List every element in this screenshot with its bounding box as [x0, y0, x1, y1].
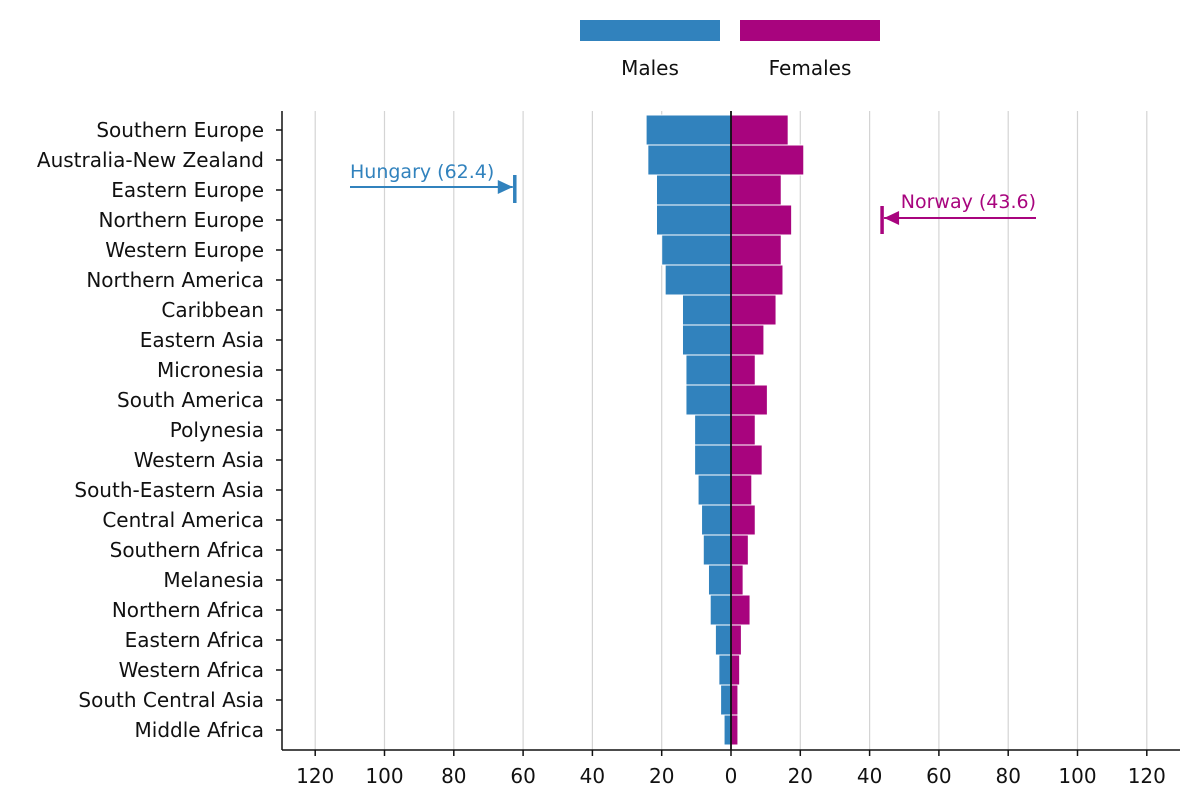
male-bar — [656, 204, 732, 236]
female-bar — [730, 594, 751, 626]
female-bar — [730, 174, 782, 206]
female-bar — [730, 384, 768, 416]
female-bar — [730, 264, 784, 296]
category-label: Eastern Asia — [140, 328, 264, 352]
male-bar — [714, 624, 732, 656]
category-label: Southern Africa — [110, 538, 264, 562]
annotation-arrow-head — [884, 211, 900, 225]
x-tick-label: 40 — [580, 764, 605, 788]
male-bar — [664, 264, 732, 296]
category-label: Caribbean — [161, 298, 264, 322]
legend-label: Females — [769, 56, 852, 80]
category-label: Eastern Africa — [125, 628, 264, 652]
female-bar — [730, 444, 763, 476]
annotation-label: Norway (43.6) — [901, 191, 1036, 213]
x-tick-label: 120 — [1128, 764, 1166, 788]
x-tick-label: 80 — [441, 764, 466, 788]
category-label: Middle Africa — [135, 718, 264, 742]
legend-label: Males — [621, 56, 679, 80]
legend: Males Females — [580, 20, 880, 80]
male-bar — [681, 294, 732, 326]
x-tick-label: 60 — [510, 764, 535, 788]
male-bar — [697, 474, 732, 506]
female-bar — [730, 564, 744, 596]
female-bar — [730, 684, 739, 716]
female-bar — [730, 624, 742, 656]
x-tick-label: 100 — [365, 764, 403, 788]
category-label: Western Africa — [119, 658, 264, 682]
category-label: Western Europe — [105, 238, 264, 262]
female-bar — [730, 534, 749, 566]
bars — [645, 114, 805, 746]
category-label: Melanesia — [163, 568, 264, 592]
x-tick-label: 80 — [995, 764, 1020, 788]
male-bar — [645, 114, 732, 146]
category-label: Western Asia — [134, 448, 264, 472]
male-bar — [681, 324, 732, 356]
x-tick-label: 0 — [725, 764, 738, 788]
female-bar — [730, 294, 777, 326]
x-tick-label: 20 — [649, 764, 674, 788]
female-bar — [730, 714, 739, 746]
female-bar — [730, 504, 756, 536]
female-bar — [730, 414, 756, 446]
male-bar — [685, 354, 732, 386]
male-bar — [701, 504, 732, 536]
category-label: Micronesia — [157, 358, 264, 382]
category-label: Central America — [102, 508, 264, 532]
female-bar — [730, 204, 793, 236]
male-bar — [694, 414, 732, 446]
category-label: Northern Europe — [99, 208, 264, 232]
male-bar — [694, 444, 732, 476]
legend-swatch — [740, 20, 880, 41]
x-tick-labels: 120 100 80 60 40 20 0 20 40 60 80 100 120 — [296, 764, 1166, 788]
category-label: Northern Africa — [112, 598, 264, 622]
male-bar — [707, 564, 732, 596]
category-label: Polynesia — [170, 418, 264, 442]
category-label: South-Eastern Asia — [74, 478, 264, 502]
axes — [276, 111, 1180, 756]
male-bar — [702, 534, 732, 566]
annotation-label: Hungary (62.4) — [350, 161, 494, 183]
x-tick-label: 100 — [1058, 764, 1096, 788]
male-bar — [685, 384, 732, 416]
annotation-arrow-head — [497, 180, 513, 194]
x-tick-label: 60 — [926, 764, 951, 788]
category-label: Eastern Europe — [111, 178, 264, 202]
category-labels: Southern Europe Australia-New Zealand East… — [37, 118, 264, 742]
category-label: Northern America — [86, 268, 264, 292]
category-label: South America — [117, 388, 264, 412]
male-bar — [709, 594, 732, 626]
male-bar — [656, 174, 732, 206]
category-label: South Central Asia — [78, 688, 264, 712]
male-bar — [661, 234, 732, 266]
female-bar — [730, 654, 741, 686]
female-bar — [730, 354, 756, 386]
female-bar — [730, 234, 782, 266]
category-label: Southern Europe — [96, 118, 264, 142]
annotations: Hungary (62.4) Norway (43.6) — [350, 161, 1036, 234]
category-label: Australia-New Zealand — [37, 148, 264, 172]
x-tick-label: 20 — [788, 764, 813, 788]
female-bar — [730, 114, 789, 146]
male-bar — [720, 684, 732, 716]
x-tick-label: 120 — [296, 764, 334, 788]
male-bar — [718, 654, 732, 686]
male-bar — [647, 144, 732, 176]
male-bar — [723, 714, 732, 746]
legend-swatch — [580, 20, 720, 41]
female-bar — [730, 144, 805, 176]
x-tick-label: 40 — [857, 764, 882, 788]
female-bar — [730, 324, 765, 356]
female-bar — [730, 474, 753, 506]
